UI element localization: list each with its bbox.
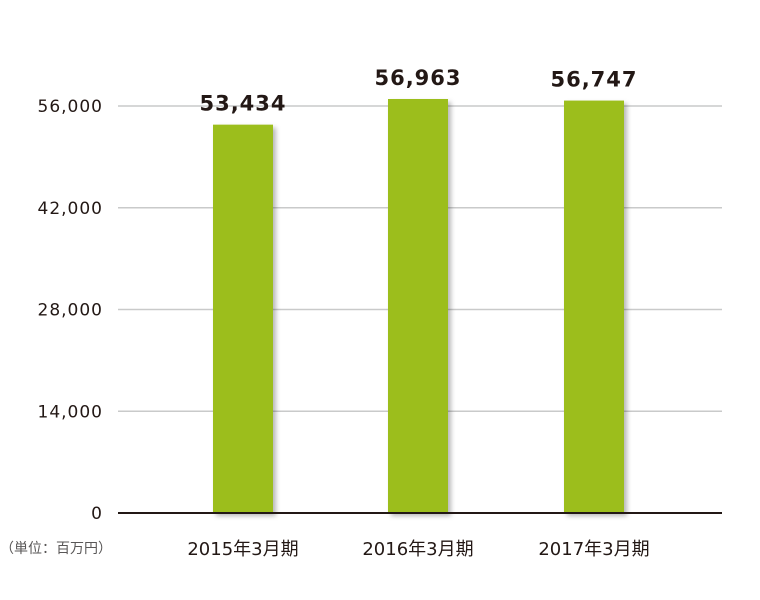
data-label: 53,434: [199, 92, 286, 116]
y-tick-label: 0: [91, 504, 103, 524]
bars: [213, 99, 624, 514]
data-label: 56,747: [550, 68, 637, 92]
bar: [213, 124, 273, 513]
y-tick-label: 28,000: [38, 301, 103, 321]
bar: [564, 100, 624, 513]
x-tick-label: 2017年3月期: [538, 539, 649, 560]
y-tick-label: 42,000: [38, 199, 103, 219]
y-tick-label: 56,000: [38, 97, 103, 117]
labels: 0 14,000 28,000 42,000 56,000 53,434 2015年3月期 5…: [38, 66, 650, 560]
x-tick-label: 2015年3月期: [187, 539, 298, 560]
bar: [388, 99, 448, 514]
y-tick-label: 14,000: [38, 402, 103, 422]
data-label: 56,963: [374, 66, 461, 90]
unit-label: （単位：百万円）: [0, 541, 112, 557]
x-tick-label: 2016年3月期: [362, 539, 473, 560]
